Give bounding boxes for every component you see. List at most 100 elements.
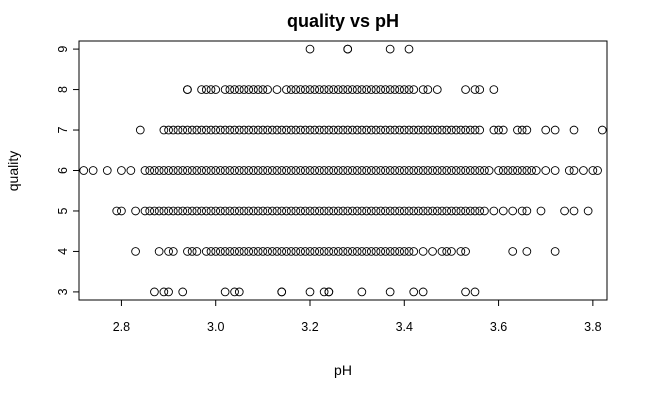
data-point <box>447 206 456 216</box>
data-point <box>310 206 320 216</box>
x-tick-label: 3.8 <box>584 320 601 334</box>
data-point <box>381 85 390 94</box>
data-point <box>244 166 254 175</box>
data-point <box>319 287 329 297</box>
data-point <box>310 85 320 94</box>
data-point <box>253 85 263 94</box>
data-point <box>305 85 315 94</box>
data-point <box>150 166 159 175</box>
data-point <box>159 206 169 216</box>
y-tick-label: 5 <box>56 207 70 214</box>
data-point <box>428 166 437 175</box>
data-point <box>498 206 508 216</box>
data-point <box>550 166 560 175</box>
data-point <box>522 247 532 256</box>
data-point <box>564 166 574 175</box>
data-point <box>267 166 277 175</box>
data-point <box>352 85 362 94</box>
data-point <box>249 247 258 256</box>
data-point <box>428 206 437 216</box>
data-point <box>536 206 546 216</box>
data-point <box>569 206 579 216</box>
data-point <box>291 166 301 175</box>
data-point <box>541 125 551 135</box>
data-point <box>319 206 329 216</box>
data-point <box>423 125 433 135</box>
data-point <box>329 125 338 135</box>
x-tick-label: 3.6 <box>490 320 507 334</box>
data-point <box>414 125 423 135</box>
data-point <box>277 206 287 216</box>
data-point <box>183 166 192 175</box>
data-point <box>432 125 442 135</box>
data-point <box>409 125 419 135</box>
data-point <box>282 85 291 94</box>
data-point <box>187 166 197 175</box>
data-point <box>503 166 513 175</box>
data-point <box>230 85 239 94</box>
data-point <box>206 166 216 175</box>
data-point <box>475 166 485 175</box>
data-point <box>126 166 136 175</box>
data-point <box>414 206 423 216</box>
data-point <box>150 206 159 216</box>
data-point <box>371 166 381 175</box>
data-point <box>315 206 324 216</box>
data-point <box>305 125 315 135</box>
data-point <box>300 85 310 94</box>
data-point <box>296 125 305 135</box>
data-point <box>404 206 414 216</box>
data-point <box>461 206 470 216</box>
data-point <box>168 206 178 216</box>
data-point <box>150 287 159 297</box>
data-point <box>234 85 244 94</box>
data-point <box>206 206 216 216</box>
data-point <box>244 85 254 94</box>
y-tick-label: 9 <box>56 46 70 53</box>
data-point <box>230 166 239 175</box>
data-point <box>230 287 239 297</box>
data-point <box>249 206 258 216</box>
data-point <box>395 166 404 175</box>
data-point <box>192 247 202 256</box>
data-point <box>296 85 305 94</box>
data-point <box>498 125 508 135</box>
data-point <box>324 85 334 94</box>
data-point <box>277 166 287 175</box>
data-point <box>362 166 371 175</box>
data-point <box>583 206 593 216</box>
data-point <box>201 85 211 94</box>
data-point <box>390 125 400 135</box>
data-point <box>442 247 452 256</box>
data-point <box>352 247 362 256</box>
data-point <box>225 206 235 216</box>
data-point <box>296 166 305 175</box>
data-point <box>277 125 287 135</box>
data-point <box>399 125 409 135</box>
data-point <box>178 206 188 216</box>
data-point <box>447 166 456 175</box>
data-point <box>220 247 230 256</box>
x-tick-label: 3.0 <box>207 320 224 334</box>
data-point <box>451 125 461 135</box>
data-point <box>291 85 301 94</box>
data-point <box>253 166 263 175</box>
data-point <box>371 125 381 135</box>
data-point <box>272 166 282 175</box>
data-point <box>338 166 348 175</box>
data-point <box>494 166 503 175</box>
data-point <box>352 125 362 135</box>
data-point <box>343 247 353 256</box>
data-point <box>164 287 173 297</box>
data-point <box>531 166 541 175</box>
data-point <box>225 166 235 175</box>
data-point <box>390 206 400 216</box>
data-point <box>432 85 442 94</box>
data-point <box>197 85 206 94</box>
data-point <box>348 166 357 175</box>
data-point <box>470 206 480 216</box>
data-point <box>522 166 532 175</box>
data-point <box>329 206 338 216</box>
data-point <box>201 206 211 216</box>
